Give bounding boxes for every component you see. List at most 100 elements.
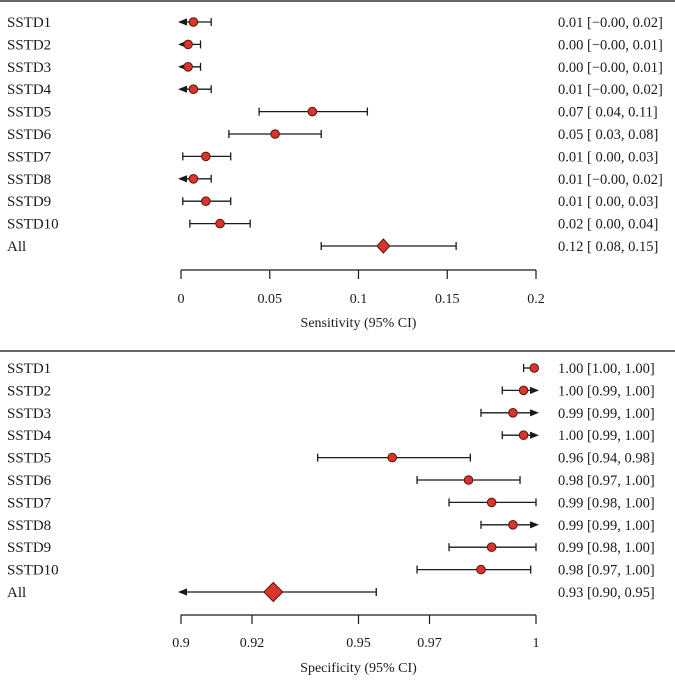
spec-study-4-ci-text: 1.00 [0.99, 1.00] <box>558 428 655 444</box>
spec-study-3-ci-text: 0.99 [0.99, 1.00] <box>558 406 655 422</box>
sens-study-9-ci-text: 0.01 [ 0.00, 0.03] <box>558 194 658 210</box>
sens-study-5-point <box>307 106 318 117</box>
sens-study-7-ci-text: 0.01 [ 0.00, 0.03] <box>558 149 658 165</box>
sens-x-axis-title: Sensitivity (95% CI) <box>301 316 417 331</box>
sens-study-5-row: SSTD5 0.07 [ 0.04, 0.11] <box>7 105 658 121</box>
spec-x-axis-title: Specificity (95% CI) <box>300 661 417 676</box>
sens-study-2-point <box>183 39 193 50</box>
sens-study-1-row: SSTD1 0.01 [−0.00, 0.02] <box>7 15 663 31</box>
sens-study-5-ci-text: 0.07 [ 0.04, 0.11] <box>558 105 658 121</box>
sens-study-1-low-arrow <box>178 18 187 26</box>
spec-x-tick-label: 1 <box>533 636 540 651</box>
sens-x-tick-label: 0.15 <box>435 292 460 307</box>
spec-study-7-label: SSTD7 <box>7 495 52 511</box>
sens-study-3-point <box>183 62 193 72</box>
spec-study-3-row: SSTD3 0.99 [0.99, 1.00] <box>7 406 655 422</box>
sens-study-10-label: SSTD10 <box>7 217 59 233</box>
spec-study-3-point <box>508 408 518 418</box>
sens-summary-row: All 0.12 [ 0.08, 0.15] <box>7 238 658 255</box>
sens-study-6-point <box>270 129 280 139</box>
sens-study-4-label: SSTD4 <box>7 82 52 98</box>
sens-study-2-label: SSTD2 <box>7 37 51 53</box>
sens-study-9-row: SSTD9 0.01 [ 0.00, 0.03] <box>7 194 658 210</box>
spec-summary-diamond <box>263 581 284 603</box>
spec-x-tick-label: 0.97 <box>417 636 442 651</box>
sens-study-4-row: SSTD4 0.01 [−0.00, 0.02] <box>7 82 663 98</box>
spec-study-6-row: SSTD6 0.98 [0.97, 1.00] <box>7 473 655 489</box>
sens-study-8-low-arrow <box>178 175 187 183</box>
spec-study-7-point <box>486 497 497 508</box>
spec-study-6-point <box>463 475 474 485</box>
spec-study-8-label: SSTD8 <box>7 518 51 534</box>
sens-study-10-row: SSTD10 0.02 [ 0.00, 0.04] <box>7 217 658 233</box>
spec-study-4-label: SSTD4 <box>7 428 52 444</box>
sens-study-4-low-arrow <box>178 85 187 93</box>
sens-study-9-label: SSTD9 <box>7 194 51 210</box>
sens-x-tick-label: 0.05 <box>258 292 283 307</box>
spec-study-4-high-arrow <box>530 431 539 439</box>
sens-study-6-label: SSTD6 <box>7 127 52 143</box>
sens-study-7-point <box>201 151 211 162</box>
spec-study-1-point <box>529 363 540 373</box>
specificity-panel: SSTD1 1.00 [1.00, 1.00] SSTD2 1.00 [0.99, 1… <box>7 361 655 676</box>
spec-study-2-label: SSTD2 <box>7 383 51 399</box>
sens-study-3-ci-text: 0.00 [−0.00, 0.01] <box>558 60 663 76</box>
spec-study-2-high-arrow <box>530 386 539 394</box>
spec-study-10-ci-text: 0.98 [0.97, 1.00] <box>558 563 655 579</box>
sens-study-4-ci-text: 0.01 [−0.00, 0.02] <box>558 82 663 98</box>
sens-study-8-row: SSTD8 0.01 [−0.00, 0.02] <box>7 172 663 188</box>
sens-study-3-label: SSTD3 <box>7 60 51 76</box>
spec-study-6-ci-text: 0.98 [0.97, 1.00] <box>558 473 655 489</box>
sens-study-7-row: SSTD7 0.01 [ 0.00, 0.03] <box>7 149 658 165</box>
spec-study-7-ci-text: 0.99 [0.98, 1.00] <box>558 495 655 511</box>
spec-study-8-ci-text: 0.99 [0.99, 1.00] <box>558 518 655 534</box>
spec-study-8-row: SSTD8 0.99 [0.99, 1.00] <box>7 518 655 534</box>
spec-summary-ci-text: 0.93 [0.90, 0.95] <box>558 585 655 601</box>
sens-study-9-point <box>201 196 211 206</box>
spec-study-1-label: SSTD1 <box>7 361 51 377</box>
spec-study-5-ci-text: 0.96 [0.94, 0.98] <box>558 451 655 467</box>
sens-study-2-ci-text: 0.00 [−0.00, 0.01] <box>558 37 663 53</box>
sensitivity-panel: SSTD1 0.01 [−0.00, 0.02] SSTD2 0.00 [−0.00,… <box>7 15 663 331</box>
sens-summary-diamond <box>376 238 391 254</box>
spec-study-10-label: SSTD10 <box>7 563 59 579</box>
spec-study-10-point <box>476 564 486 575</box>
sens-study-7-label: SSTD7 <box>7 149 52 165</box>
spec-study-9-label: SSTD9 <box>7 540 51 556</box>
spec-study-9-point <box>486 542 497 553</box>
sens-study-8-point <box>188 174 199 184</box>
sens-study-5-label: SSTD5 <box>7 105 51 121</box>
spec-x-tick-label: 0.92 <box>240 636 265 651</box>
sens-x-tick-label: 0.2 <box>527 292 545 307</box>
sens-study-6-row: SSTD6 0.05 [ 0.03, 0.08] <box>7 127 658 143</box>
sens-study-2-row: SSTD2 0.00 [−0.00, 0.01] <box>7 37 663 53</box>
spec-study-3-label: SSTD3 <box>7 406 51 422</box>
spec-study-4-row: SSTD4 1.00 [0.99, 1.00] <box>7 428 655 444</box>
spec-study-7-row: SSTD7 0.99 [0.98, 1.00] <box>7 495 655 511</box>
spec-study-8-point <box>508 520 518 530</box>
sens-study-10-point <box>215 218 225 229</box>
sens-study-6-ci-text: 0.05 [ 0.03, 0.08] <box>558 127 658 143</box>
spec-summary-label: All <box>7 585 26 601</box>
sens-summary-label: All <box>7 239 26 255</box>
spec-study-5-label: SSTD5 <box>7 451 51 467</box>
sens-study-4-point <box>188 84 199 94</box>
sens-study-8-label: SSTD8 <box>7 172 51 188</box>
spec-study-9-row: SSTD9 0.99 [0.98, 1.00] <box>7 540 655 556</box>
spec-study-3-high-arrow <box>530 409 539 417</box>
spec-study-9-ci-text: 0.99 [0.98, 1.00] <box>558 540 655 556</box>
spec-study-2-point <box>518 385 529 396</box>
spec-study-5-point <box>387 452 398 463</box>
spec-summary-low-arrow <box>178 588 187 596</box>
sens-study-1-point <box>188 17 199 27</box>
spec-study-5-row: SSTD5 0.96 [0.94, 0.98] <box>7 451 655 467</box>
sens-summary-ci-text: 0.12 [ 0.08, 0.15] <box>558 239 658 255</box>
sens-x-tick-label: 0.1 <box>350 292 368 307</box>
spec-study-4-point <box>518 430 529 441</box>
sens-study-8-ci-text: 0.01 [−0.00, 0.02] <box>558 172 663 188</box>
spec-summary-row: All 0.93 [0.90, 0.95] <box>7 581 655 603</box>
spec-study-2-ci-text: 1.00 [0.99, 1.00] <box>558 383 655 399</box>
sens-x-tick-label: 0 <box>178 292 185 307</box>
sens-study-10-ci-text: 0.02 [ 0.00, 0.04] <box>558 217 658 233</box>
